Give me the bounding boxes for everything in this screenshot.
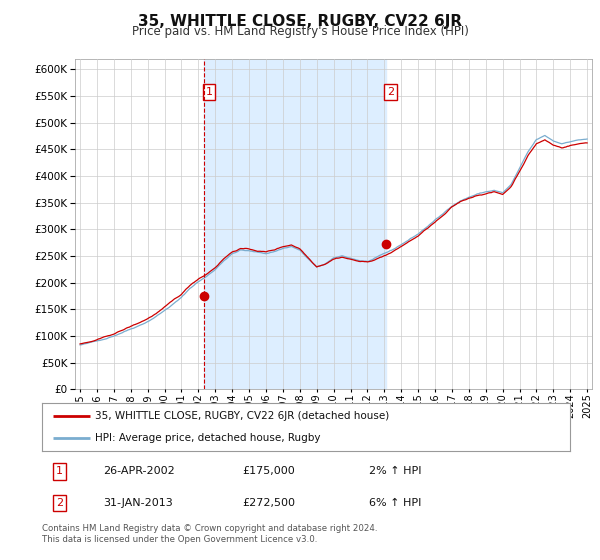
Text: 2: 2 (387, 87, 394, 97)
Bar (204, 59, 386, 389)
Text: 2: 2 (56, 498, 63, 508)
Text: 35, WHITTLE CLOSE, RUGBY, CV22 6JR (detached house): 35, WHITTLE CLOSE, RUGBY, CV22 6JR (deta… (95, 411, 389, 421)
Text: 31-JAN-2013: 31-JAN-2013 (103, 498, 172, 508)
Text: HPI: Average price, detached house, Rugby: HPI: Average price, detached house, Rugb… (95, 433, 320, 443)
Text: Price paid vs. HM Land Registry's House Price Index (HPI): Price paid vs. HM Land Registry's House … (131, 25, 469, 38)
Text: 1: 1 (56, 466, 63, 477)
Text: 2% ↑ HPI: 2% ↑ HPI (370, 466, 422, 477)
Text: 1: 1 (205, 87, 212, 97)
Text: 35, WHITTLE CLOSE, RUGBY, CV22 6JR: 35, WHITTLE CLOSE, RUGBY, CV22 6JR (138, 14, 462, 29)
Text: Contains HM Land Registry data © Crown copyright and database right 2024.
This d: Contains HM Land Registry data © Crown c… (42, 524, 377, 544)
Text: £175,000: £175,000 (242, 466, 295, 477)
Text: £272,500: £272,500 (242, 498, 296, 508)
Text: 26-APR-2002: 26-APR-2002 (103, 466, 175, 477)
Text: 6% ↑ HPI: 6% ↑ HPI (370, 498, 422, 508)
